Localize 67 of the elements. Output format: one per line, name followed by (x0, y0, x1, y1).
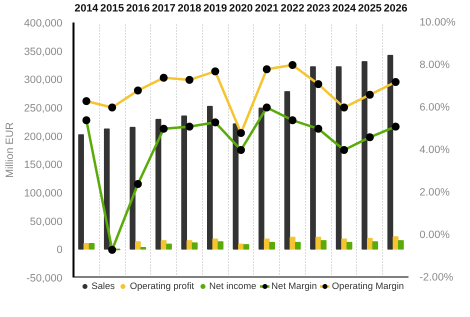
bar (243, 244, 250, 250)
bar (362, 61, 368, 250)
x-tick-label: 2024 (332, 2, 356, 14)
bar (192, 242, 198, 250)
x-tick-label: 2023 (306, 2, 330, 14)
x-tick-label: 2026 (384, 2, 408, 14)
y-tick-label: 50,000 (30, 216, 63, 228)
bar (294, 242, 301, 250)
bar (336, 66, 342, 250)
y2-tick-label: -2.00% (420, 272, 454, 284)
legend-label: Operating Margin (332, 281, 404, 291)
y-tick-label: 400,000 (24, 18, 63, 30)
x-tick-label: 2022 (280, 2, 304, 14)
y-tick-label: 150,000 (24, 159, 63, 172)
bar (166, 244, 172, 250)
y-tick-label: 350,000 (24, 46, 63, 58)
bar (135, 241, 141, 250)
bar (88, 243, 95, 250)
bar (341, 238, 347, 250)
bar (218, 241, 224, 250)
legend-label: Operating profit (130, 281, 194, 291)
bar (181, 116, 188, 250)
y2-tick-label: 2.00% (420, 186, 450, 198)
legend-label: Sales (91, 281, 115, 291)
bar (366, 238, 373, 250)
bar (346, 242, 352, 250)
bar (186, 240, 192, 250)
legend-label: Net Margin (271, 281, 317, 291)
bar (310, 66, 316, 250)
x-tick-label: 2014 (74, 2, 98, 14)
bar (269, 242, 275, 250)
y-tick-label: 200,000 (24, 130, 63, 143)
bar (78, 134, 84, 250)
bar (372, 241, 378, 250)
y2-tick-label: 8.00% (420, 59, 450, 71)
x-tick-label: 2020 (229, 2, 253, 14)
bar (392, 236, 399, 250)
y2-tick-label: 4.00% (420, 144, 450, 156)
legend-label: Net income (209, 281, 256, 291)
x-tick-label: 2019 (203, 2, 228, 14)
bar (238, 244, 244, 250)
bar (207, 106, 213, 250)
x-tick-label: 2025 (358, 2, 382, 14)
bar (130, 126, 136, 250)
y-tick-label: 0 (56, 244, 63, 256)
bar (398, 240, 404, 250)
y-axis-title: Million EUR (4, 122, 16, 178)
y2-tick-label: 6.00% (420, 102, 450, 114)
y2-tick-label: 0.00% (420, 229, 450, 241)
x-tick-label: 2015 (100, 2, 124, 14)
y-tick-label: -50,000 (26, 272, 63, 284)
bar (320, 240, 327, 250)
y2-tick-label: 10.00% (420, 16, 456, 28)
bar (284, 91, 290, 250)
bar (387, 54, 394, 250)
bar (155, 118, 162, 250)
x-tick-label: 2018 (178, 2, 202, 14)
bar (160, 240, 167, 250)
x-tick-label: 2016 (126, 2, 150, 14)
y-tick-label: 100,000 (24, 188, 63, 200)
bar (83, 243, 90, 250)
bar (290, 236, 296, 250)
x-tick-label: 2021 (254, 2, 279, 14)
x-tick-label: 2017 (152, 2, 176, 14)
y-tick-label: 300,000 (24, 74, 63, 86)
y-tick-label: 250,000 (24, 102, 63, 114)
bar (258, 108, 264, 250)
